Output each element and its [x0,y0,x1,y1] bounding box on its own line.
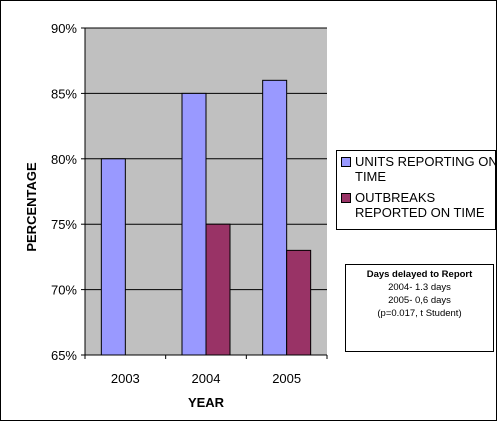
y-tick-labels: 65% 70% 75% 80% 85% 90% [51,21,77,363]
bars [100,79,312,356]
legend-label-outbreaks: OUTBREAKS REPORTED ON TIME [355,190,485,220]
bar-2005-series-1 [262,79,288,356]
bar-2003-series-1 [100,158,126,356]
y-tick-label: 70% [51,283,77,298]
y-tick-label: 65% [51,348,77,363]
bar-2005-series-2 [286,249,312,356]
note-line-2005: 2005- 0,6 days [388,295,451,306]
legend: UNITS REPORTING ON TIME OUTBREAKS REPORT… [336,150,496,230]
x-tick-label: 2005 [272,371,301,386]
axes [81,27,328,359]
x-tick-label: 2004 [192,371,221,386]
bar-2004-series-1 [181,92,207,356]
x-tick-labels: 2003 2004 2005 [111,371,301,386]
note-title: Days delayed to Report [366,269,473,280]
y-tick-label: 80% [51,152,77,167]
legend-swatch-units [341,157,351,167]
bar-2004-series-2 [205,223,231,356]
note-line-stats: (p=0.017, t Student) [377,308,462,319]
legend-label-units: UNITS REPORTING ON TIME [355,154,496,184]
delay-note-box: Days delayed to Report 2004- 1.3 days 20… [345,264,494,352]
x-axis-title: YEAR [188,395,225,410]
note-line-2004: 2004- 1.3 days [388,282,451,293]
y-axis-title: PERCENTAGE [24,162,39,252]
y-tick-label: 85% [51,86,77,101]
legend-item-outbreaks: OUTBREAKS REPORTED ON TIME [341,190,495,220]
legend-item-units: UNITS REPORTING ON TIME [341,154,495,184]
y-tick-label: 75% [51,217,77,232]
legend-swatch-outbreaks [341,193,351,203]
x-tick-label: 2003 [111,371,140,386]
y-tick-label: 90% [51,21,77,36]
